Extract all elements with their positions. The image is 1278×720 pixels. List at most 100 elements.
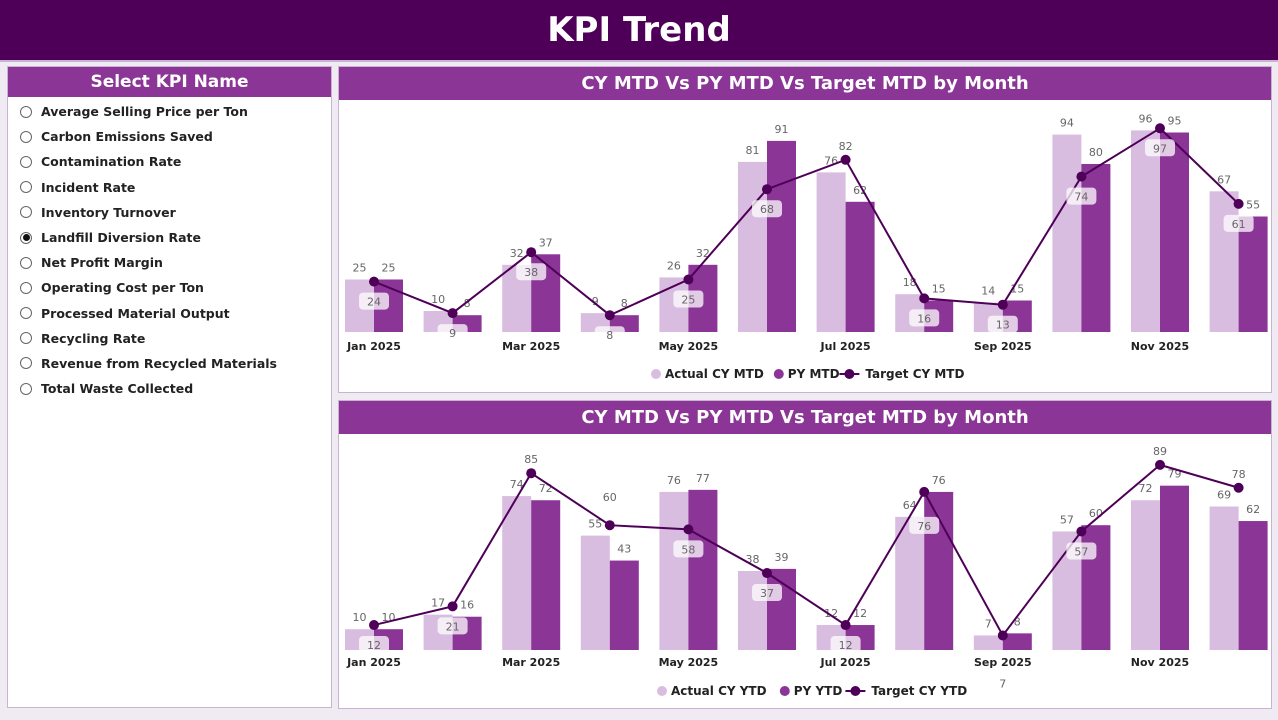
bar-actual — [1131, 130, 1160, 332]
data-label-py: 62 — [1246, 503, 1260, 516]
slicer-item-label: Revenue from Recycled Materials — [41, 355, 277, 371]
bar-py — [531, 500, 561, 650]
data-label-actual: 26 — [667, 259, 681, 272]
target-label-box — [1066, 542, 1097, 560]
slicer-item-label: Operating Cost per Ton — [41, 280, 204, 296]
target-point — [447, 601, 458, 612]
slicer-item[interactable]: Processed Material Output — [8, 301, 331, 326]
bar-actual — [1209, 191, 1239, 332]
radio-button[interactable] — [20, 307, 32, 320]
target-point — [1155, 459, 1165, 470]
data-label-target: 24 — [367, 296, 381, 309]
legend-label: Actual CY MTD — [665, 367, 764, 381]
data-label-actual: 10 — [431, 293, 445, 306]
target-point — [919, 293, 930, 304]
slicer-item[interactable]: Total Waste Collected — [8, 376, 331, 401]
target-label-box — [1223, 464, 1254, 482]
data-label-actual: 17 — [431, 597, 445, 610]
data-label-target: 57 — [1074, 545, 1088, 558]
radio-button[interactable] — [20, 155, 32, 168]
target-label-box — [594, 326, 625, 344]
data-label-py: 8 — [621, 297, 628, 310]
target-label-box — [987, 315, 1018, 333]
target-point — [604, 310, 615, 321]
radio-button[interactable] — [20, 231, 32, 244]
target-point — [997, 630, 1008, 641]
radio-button[interactable] — [20, 130, 32, 143]
radio-button[interactable] — [20, 382, 32, 395]
legend-marker — [773, 369, 784, 379]
legend-marker — [850, 686, 861, 696]
slicer-item[interactable]: Recycling Rate — [8, 326, 331, 351]
x-tick-label: Jan 2025 — [346, 656, 401, 669]
data-label-actual: 9 — [592, 295, 599, 308]
data-label-actual: 74 — [510, 478, 524, 491]
legend-marker — [844, 369, 855, 379]
x-tick-label: Mar 2025 — [502, 340, 560, 353]
legend-label: Target CY YTD — [871, 684, 967, 698]
target-label-box — [830, 136, 861, 154]
data-label-py: 8 — [464, 297, 471, 310]
bar-actual — [738, 570, 767, 650]
radio-button[interactable] — [20, 357, 32, 370]
target-label-box — [830, 636, 861, 654]
slicer-item[interactable]: Inventory Turnover — [8, 200, 331, 225]
data-label-target: 74 — [1074, 191, 1088, 204]
radio-button[interactable] — [20, 256, 32, 269]
bar-actual — [895, 516, 925, 650]
bar-actual — [659, 491, 689, 650]
slicer-item-label: Incident Rate — [41, 179, 136, 195]
slicer-item-label: Average Selling Price per Ton — [41, 104, 248, 120]
radio-button[interactable] — [20, 281, 32, 294]
target-point — [762, 568, 772, 579]
data-label-py: 25 — [382, 262, 396, 275]
bar-actual — [1052, 134, 1082, 332]
data-label-actual: 7 — [985, 617, 992, 630]
x-tick-label: Jul 2025 — [820, 656, 871, 669]
target-label-box — [1145, 139, 1175, 157]
data-label-py: 8 — [1014, 615, 1021, 628]
data-label-target: 16 — [917, 312, 931, 325]
target-point — [840, 620, 851, 631]
target-point — [526, 247, 537, 258]
bar-py — [767, 140, 796, 332]
slicer-item[interactable]: Operating Cost per Ton — [8, 275, 331, 300]
data-label-actual: 14 — [981, 285, 995, 298]
slicer-item-label: Carbon Emissions Saved — [41, 129, 213, 145]
data-label-target: 37 — [760, 587, 774, 600]
target-point — [762, 184, 772, 195]
data-label-target: 13 — [996, 319, 1010, 332]
x-tick-label: Nov 2025 — [1131, 340, 1189, 353]
radio-button[interactable] — [20, 332, 32, 345]
target-point — [1233, 482, 1244, 493]
target-label-box — [516, 263, 547, 281]
target-point — [919, 486, 930, 497]
data-label-target: 7 — [999, 677, 1006, 690]
target-label-box — [909, 516, 940, 534]
data-label-actual: 57 — [1060, 513, 1074, 526]
bar-py — [1160, 132, 1189, 332]
data-label-py: 12 — [853, 607, 867, 620]
data-label-target: 97 — [1153, 142, 1167, 155]
bar-py — [767, 568, 796, 650]
slicer-item[interactable]: Landfill Diversion Rate — [8, 225, 331, 250]
target-label-box — [673, 540, 704, 558]
slicer-item[interactable]: Carbon Emissions Saved — [8, 124, 331, 149]
radio-button[interactable] — [20, 105, 32, 118]
legend-label: PY MTD — [788, 367, 840, 381]
slicer-item[interactable]: Net Profit Margin — [8, 250, 331, 275]
slicer-item[interactable]: Revenue from Recycled Materials — [8, 351, 331, 376]
target-label-box — [987, 674, 1018, 692]
slicer-item[interactable]: Contamination Rate — [8, 149, 331, 174]
target-label-box — [1145, 441, 1175, 459]
radio-button[interactable] — [20, 206, 32, 219]
data-label-actual: 94 — [1060, 117, 1074, 130]
data-label-actual: 25 — [353, 262, 367, 275]
slicer-item[interactable]: Average Selling Price per Ton — [8, 99, 331, 124]
data-label-target: 68 — [760, 203, 774, 216]
radio-button[interactable] — [20, 181, 32, 194]
target-point — [369, 276, 379, 287]
bar-actual — [580, 535, 610, 650]
slicer-item[interactable]: Incident Rate — [8, 175, 331, 200]
